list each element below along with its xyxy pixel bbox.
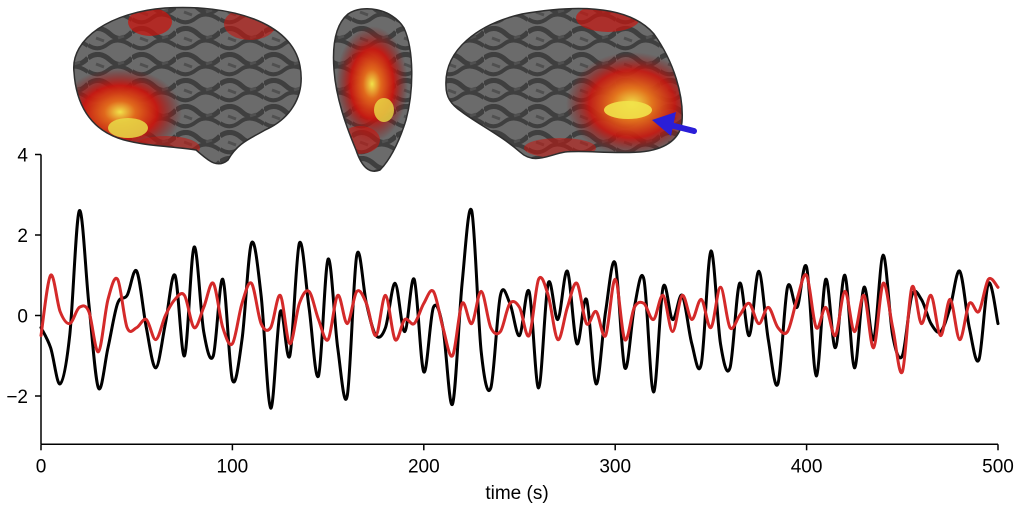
x-tick-label: 400 — [791, 456, 823, 477]
brain-left-lateral-view — [72, 6, 302, 165]
x-tick-label: 100 — [217, 456, 249, 477]
x-tick-label: 500 — [982, 456, 1014, 477]
y-tick-label: 4 — [17, 146, 28, 167]
blue-arrow-annotation — [652, 112, 697, 136]
series-layer — [39, 207, 1000, 410]
series-line-red — [39, 273, 1000, 375]
series-line-black — [39, 207, 1000, 410]
y-tick-label: −2 — [6, 387, 28, 408]
x-tick-label: 0 — [36, 456, 47, 477]
x-tick-label: 300 — [599, 456, 631, 477]
x-axis: 0 100 200 300 400 500 — [36, 443, 1014, 477]
x-tick-label: 200 — [408, 456, 440, 477]
brain-right-lateral-view — [445, 7, 684, 160]
y-tick-label: 2 — [17, 226, 28, 247]
y-tick-label: 0 — [17, 307, 28, 328]
time-series-plot: −2 0 2 4 0 100 200 300 400 500 time (s) — [6, 146, 1014, 505]
x-axis-label: time (s) — [485, 483, 548, 504]
y-axis: −2 0 2 4 — [6, 146, 42, 445]
brain-posterior-view — [332, 7, 413, 172]
